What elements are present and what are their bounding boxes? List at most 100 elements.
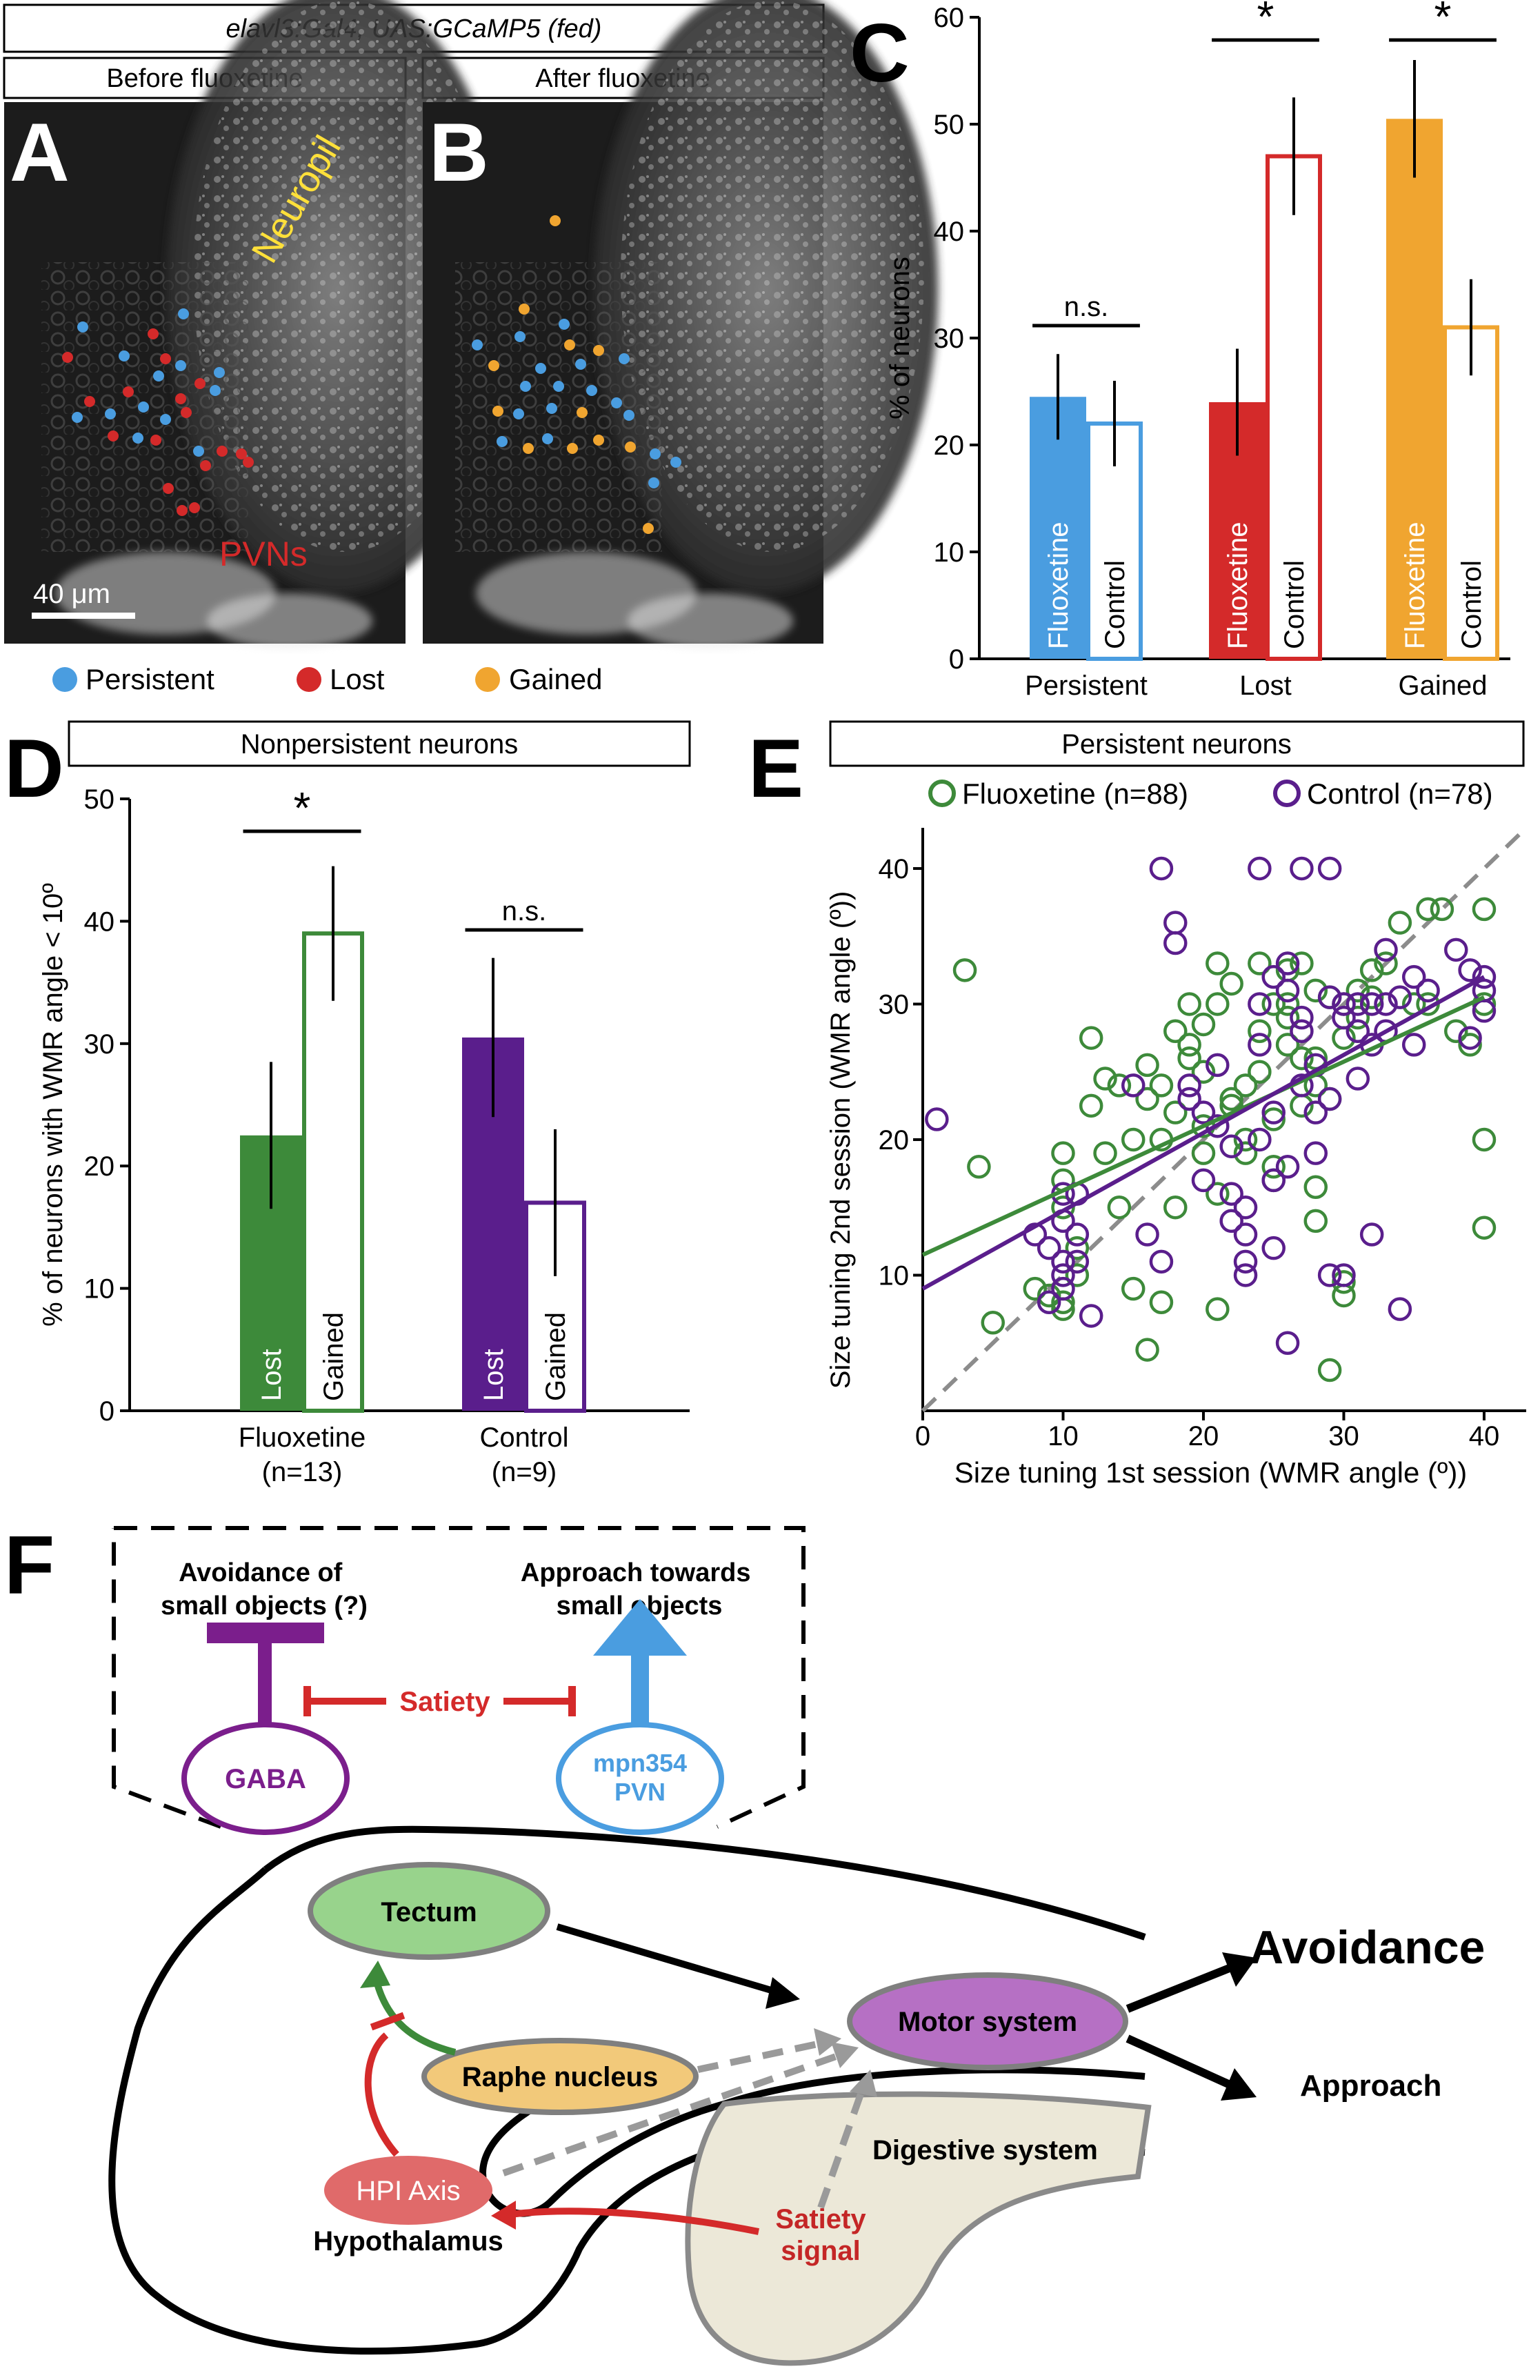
neuron-dot-before: [163, 483, 174, 494]
scatter-point-control: [1165, 913, 1186, 933]
scatter-point-fluoxetine: [1081, 1028, 1101, 1049]
scatter-point-control: [1165, 933, 1186, 953]
motor-to-avoidance-arrow: [1128, 1966, 1234, 2009]
pvn-label: PVNs: [219, 535, 308, 573]
legend-lost: Lost: [330, 663, 385, 695]
mpn-stem: [631, 1652, 649, 1729]
hypothalamus-label: Hypothalamus: [313, 2226, 503, 2257]
panel-letter-b: B: [429, 106, 489, 199]
scatter-point-fluoxetine: [1081, 1095, 1101, 1116]
category-label: Gained: [1399, 671, 1488, 701]
neuron-dot-after: [623, 410, 634, 421]
scatter-point-control: [1446, 940, 1466, 960]
neuron-dot-before: [160, 353, 171, 364]
neuron-dot-before: [105, 408, 116, 419]
bar-label: Gained: [319, 1312, 349, 1401]
scatter-point-fluoxetine: [1095, 1143, 1116, 1164]
scatter-point-fluoxetine: [1207, 1299, 1228, 1320]
raphe-to-tectum-arrow: [376, 1979, 455, 2052]
scatter-point-fluoxetine: [1151, 1292, 1172, 1313]
e-legend-control: Control (n=78): [1307, 777, 1493, 810]
neuron-dot-after: [523, 443, 534, 454]
satiety-signal-1: Satiety: [775, 2204, 866, 2234]
scatter-point-fluoxetine: [1137, 1055, 1158, 1075]
neuron-dot-before: [160, 414, 171, 425]
scatter-point-control: [1319, 1089, 1340, 1109]
panel-letter-e: E: [748, 722, 803, 815]
scatter-point-fluoxetine: [1165, 1197, 1186, 1218]
scatter-point-control: [1249, 858, 1270, 879]
y-tick-label: 10: [84, 1274, 115, 1305]
neuron-dot-before: [200, 460, 211, 471]
scatter-point-fluoxetine: [1474, 1218, 1494, 1238]
chart-d: 01020304050% of neurons with WMR angle <…: [38, 783, 690, 1487]
y-tick-label: 40: [84, 906, 115, 937]
neuron-dot-after: [593, 435, 604, 446]
scatter-point-fluoxetine: [968, 1156, 989, 1177]
e-legend: Fluoxetine (n=88) Control (n=78): [930, 777, 1493, 810]
e-title: Persistent neurons: [1061, 729, 1292, 760]
significance-label: n.s.: [502, 896, 546, 926]
scatter-point-fluoxetine: [1179, 993, 1200, 1014]
neuron-dot-before: [108, 430, 119, 442]
ab-legend: Persistent Lost Gained: [52, 663, 602, 695]
figure: elavl3:Gal4, UAS:GCaMP5 (fed) Before flu…: [0, 0, 1540, 2380]
y-tick-label: 10: [934, 537, 965, 568]
neuron-dot-after: [542, 433, 553, 444]
category-n-label: (n=9): [492, 1457, 557, 1487]
neuron-dot-after: [497, 436, 508, 447]
satiety-signal-2: signal: [781, 2236, 861, 2266]
panel-letter-d: D: [4, 722, 64, 815]
neuron-dot-before: [177, 505, 188, 516]
scatter-point-control: [1249, 1129, 1270, 1150]
satiety-bar-left: [303, 1686, 311, 1716]
scatter-point-control: [1361, 1224, 1382, 1245]
neuron-dot-before: [119, 350, 130, 361]
bar-label: Lost: [479, 1349, 509, 1401]
scatter-point-control: [1235, 1224, 1256, 1245]
category-label: Lost: [1239, 671, 1292, 701]
y-tick-label: 0: [949, 644, 964, 675]
y-tick-label: 40: [879, 854, 910, 884]
neuron-dot-after: [488, 360, 499, 371]
scatter-point-control: [1277, 980, 1298, 1001]
raphe-label: Raphe nucleus: [462, 2062, 659, 2092]
neuron-dot-before: [194, 378, 206, 389]
neuron-dot-before: [210, 385, 221, 396]
scatter-point-fluoxetine: [1123, 1129, 1143, 1150]
bar-label: Fluoxetine: [1400, 522, 1430, 649]
scatter-point-fluoxetine: [1249, 1062, 1270, 1082]
neuron-dot-after: [513, 408, 524, 419]
gaba-stem: [258, 1636, 272, 1727]
mpn-label-2: PVN: [614, 1778, 666, 1806]
scatter-point-control: [1403, 1034, 1424, 1055]
y-tick-label: 10: [879, 1260, 910, 1291]
y-tick-label: 50: [84, 784, 115, 815]
x-tick-label: 10: [1048, 1421, 1079, 1451]
neuron-dot-before: [214, 367, 225, 378]
scatter-point-control: [1277, 1156, 1298, 1177]
panel-letter-f: F: [4, 1519, 54, 1612]
e-legend-fluox-marker: [930, 782, 954, 805]
neuron-dot-after: [550, 215, 561, 226]
scatter-point-control: [1319, 858, 1340, 879]
significance-label: *: [1434, 0, 1452, 41]
scatter-point-fluoxetine: [1123, 1278, 1143, 1299]
x-axis-label: Size tuning 1st session (WMR angle (º)): [954, 1456, 1468, 1489]
x-tick-label: 40: [1469, 1421, 1500, 1451]
scatter-point-control: [1263, 1238, 1284, 1258]
neuron-dot-after: [619, 353, 630, 364]
neuron-dot-after: [520, 381, 531, 392]
y-tick-label: 30: [879, 989, 910, 1020]
tectum-to-motor-arrow: [557, 1927, 783, 1994]
y-tick-label: 30: [934, 324, 965, 354]
scatter-point-control: [1249, 993, 1270, 1014]
x-tick-label: 30: [1328, 1421, 1359, 1451]
hpi-to-motor-head: [831, 2042, 859, 2068]
neuron-dot-before: [181, 407, 192, 418]
y-tick-label: 50: [934, 110, 965, 140]
scatter-point-fluoxetine: [1193, 1143, 1214, 1164]
legend-persistent-marker: [52, 667, 77, 692]
panel-ab: elavl3:Gal4, UAS:GCaMP5 (fed) Before flu…: [4, 0, 938, 695]
significance-label: *: [1257, 0, 1274, 41]
